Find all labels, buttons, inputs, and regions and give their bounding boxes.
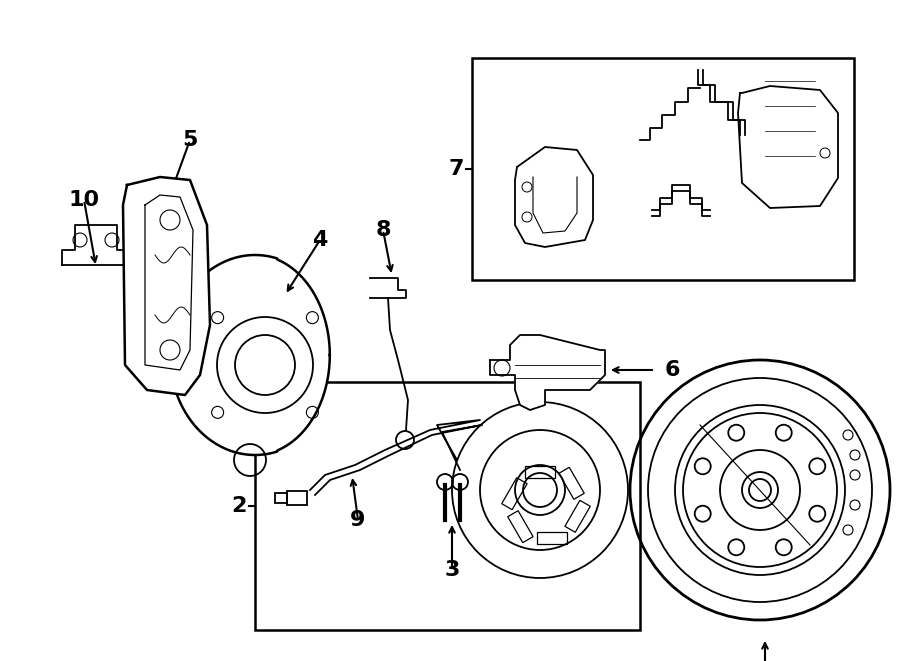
Text: 8: 8 xyxy=(375,220,391,240)
Text: 9: 9 xyxy=(350,510,365,530)
Bar xyxy=(501,478,527,510)
Polygon shape xyxy=(170,255,329,455)
Polygon shape xyxy=(515,147,593,247)
Text: 5: 5 xyxy=(183,130,198,150)
Bar xyxy=(559,467,584,499)
Bar xyxy=(525,466,555,478)
Polygon shape xyxy=(123,177,210,395)
Text: 4: 4 xyxy=(312,230,328,250)
Text: 3: 3 xyxy=(445,560,460,580)
Polygon shape xyxy=(652,185,710,216)
Polygon shape xyxy=(640,83,700,140)
Text: 2: 2 xyxy=(231,496,247,516)
Bar xyxy=(287,491,307,505)
Bar xyxy=(472,58,854,280)
Bar xyxy=(255,382,640,630)
Text: 6: 6 xyxy=(665,360,680,380)
Bar xyxy=(508,511,533,543)
Text: 10: 10 xyxy=(68,190,100,210)
Polygon shape xyxy=(490,335,605,410)
Polygon shape xyxy=(738,86,838,208)
Text: 7: 7 xyxy=(448,159,464,179)
Bar xyxy=(537,532,567,544)
Polygon shape xyxy=(62,225,130,265)
Bar xyxy=(565,500,590,532)
Bar xyxy=(275,493,287,503)
Polygon shape xyxy=(370,278,406,298)
